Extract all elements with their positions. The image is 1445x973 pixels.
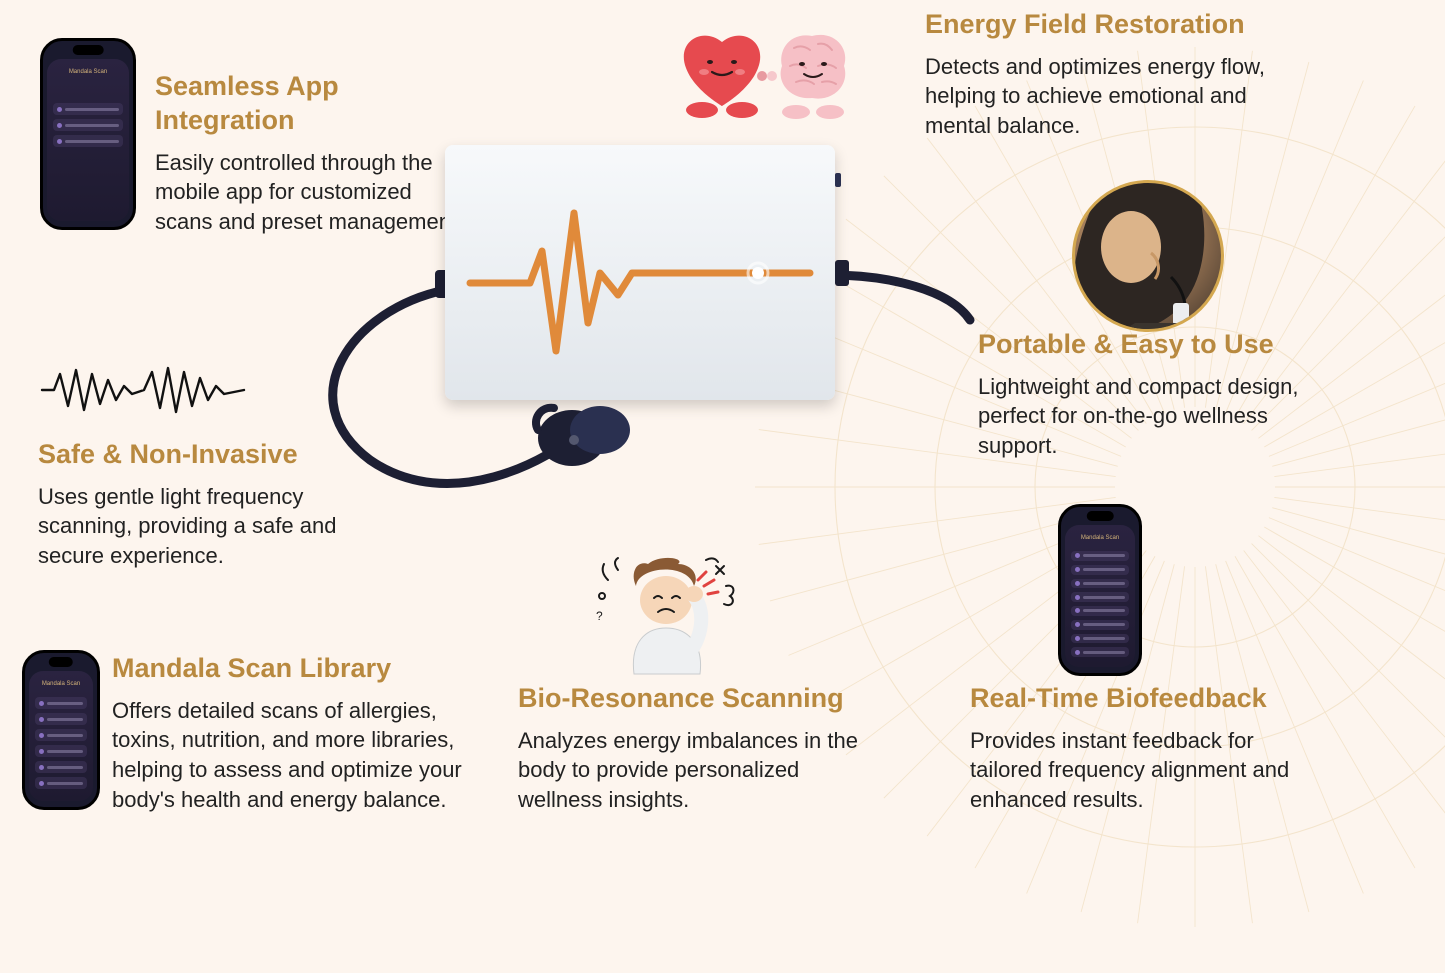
feature-bioresonance: Bio-Resonance Scanning Analyzes energy i… — [518, 682, 858, 815]
feature-desc: Easily controlled through the mobile app… — [155, 148, 475, 237]
feature-desc: Analyzes energy imbalances in the body t… — [518, 726, 858, 815]
stressed-person-icon: ? — [590, 556, 740, 676]
feature-desc: Offers detailed scans of allergies, toxi… — [112, 696, 472, 815]
feature-desc: Provides instant feedback for tailored f… — [970, 726, 1300, 815]
user-photo-circle — [1072, 180, 1224, 332]
feature-title: Mandala Scan Library — [112, 652, 472, 686]
feature-title: Safe & Non-Invasive — [38, 438, 358, 472]
heart-brain-icon — [672, 20, 862, 130]
ear-clip-sensor — [530, 390, 640, 480]
scanner-device — [445, 145, 835, 400]
phone-app-title: Mandala Scan — [35, 681, 87, 687]
feature-energy-restoration: Energy Field Restoration Detects and opt… — [925, 8, 1295, 141]
feature-app-integration: Seamless App Integration Easily controll… — [155, 70, 475, 237]
phone-app-title: Mandala Scan — [53, 69, 123, 75]
phone-app-title: Mandala Scan — [1071, 535, 1129, 541]
feature-title: Seamless App Integration — [155, 70, 475, 138]
feature-desc: Uses gentle light frequency scanning, pr… — [38, 482, 358, 571]
feature-safe-noninvasive: Safe & Non-Invasive Uses gentle light fr… — [38, 438, 358, 571]
svg-text:?: ? — [596, 609, 603, 623]
feature-desc: Detects and optimizes energy flow, helpi… — [925, 52, 1295, 141]
phone-mockup-app: Mandala Scan — [40, 38, 136, 230]
frequency-wave-icon — [38, 360, 248, 420]
feature-title: Real-Time Biofeedback — [970, 682, 1300, 716]
feature-desc: Lightweight and compact design, perfect … — [978, 372, 1328, 461]
phone-mockup-biofeedback: Mandala Scan — [1058, 504, 1142, 676]
phone-mockup-library: Mandala Scan — [22, 650, 100, 810]
feature-library: Mandala Scan Library Offers detailed sca… — [112, 652, 472, 815]
feature-biofeedback: Real-Time Biofeedback Provides instant f… — [970, 682, 1300, 815]
feature-title: Bio-Resonance Scanning — [518, 682, 858, 716]
feature-title: Portable & Easy to Use — [978, 328, 1328, 362]
feature-portable: Portable & Easy to Use Lightweight and c… — [978, 328, 1328, 461]
feature-title: Energy Field Restoration — [925, 8, 1295, 42]
